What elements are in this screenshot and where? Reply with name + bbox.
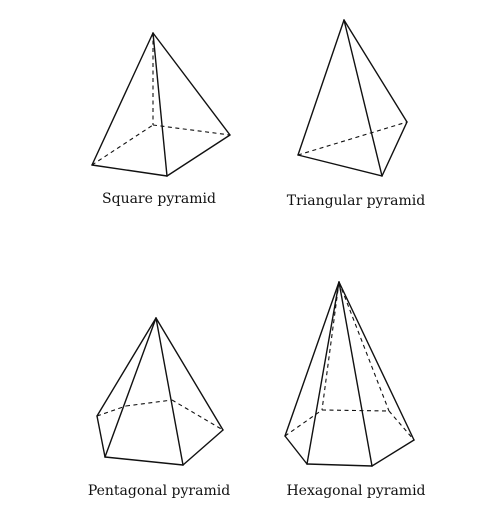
lateral-edge	[97, 318, 156, 416]
hidden-edge	[126, 400, 172, 406]
hidden-edge	[339, 282, 389, 411]
hidden-edge	[322, 282, 339, 410]
lateral-edge	[344, 20, 407, 122]
hexagonal-pyramid	[285, 282, 414, 466]
hidden-edge	[172, 400, 223, 430]
lateral-edge	[285, 282, 339, 436]
hidden-edge	[298, 122, 407, 155]
base-edge	[167, 135, 230, 176]
lateral-edge	[298, 20, 344, 155]
lateral-edge	[339, 282, 372, 466]
lateral-edge	[153, 33, 230, 135]
triangular-pyramid	[298, 20, 407, 176]
base-edge	[382, 122, 407, 176]
base-edge	[285, 436, 307, 464]
base-edge	[92, 165, 167, 176]
hidden-edge	[389, 411, 414, 440]
caption-pentagonal-pyramid: Pentagonal pyramid	[88, 483, 230, 499]
caption-hexagonal-pyramid: Hexagonal pyramid	[286, 483, 425, 499]
base-edge	[105, 457, 183, 465]
lateral-edge	[153, 33, 167, 176]
lateral-edge	[344, 20, 382, 176]
caption-square-pyramid: Square pyramid	[102, 191, 216, 207]
base-edge	[298, 155, 382, 176]
caption-triangular-pyramid: Triangular pyramid	[287, 193, 425, 209]
hidden-edge	[153, 125, 230, 135]
pentagonal-pyramid	[97, 318, 223, 465]
lateral-edge	[339, 282, 414, 440]
lateral-edge	[92, 33, 153, 165]
lateral-edge	[307, 282, 339, 464]
base-edge	[183, 430, 223, 465]
lateral-edge	[105, 318, 156, 457]
hidden-edge	[322, 410, 389, 411]
base-edge	[97, 416, 105, 457]
base-edge	[372, 440, 414, 466]
square-pyramid	[92, 33, 230, 176]
base-edge	[307, 464, 372, 466]
